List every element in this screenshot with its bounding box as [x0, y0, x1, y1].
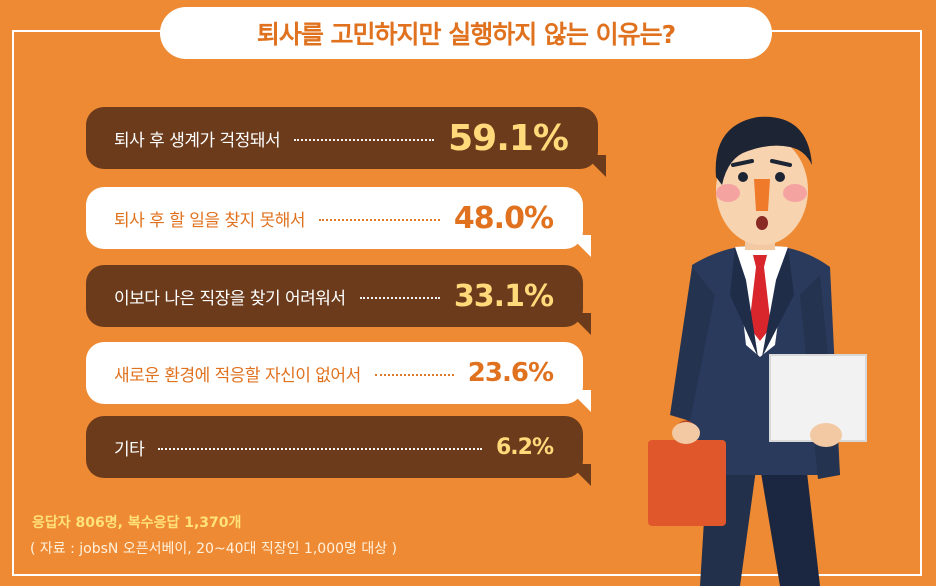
left-hand [672, 422, 700, 444]
dotted-leader [158, 448, 482, 450]
right-eyebrow [770, 159, 792, 167]
bar-value-label: 23.6% [467, 358, 554, 388]
bar-item: 이보다 나은 직장을 찾기 어려워서 33.1% [86, 265, 591, 335]
long-nose [754, 179, 770, 211]
bubble-tail [569, 390, 591, 412]
right-lapel [762, 247, 794, 357]
dotted-leader [374, 374, 454, 376]
right-eye [775, 172, 785, 182]
hair [715, 116, 812, 185]
respondents-note: 응답자 806명, 복수응답 1,370개 [32, 515, 242, 531]
bar-value-label: 33.1% [453, 278, 554, 314]
bubble-tail [569, 464, 591, 486]
bar-item: 기타 6.2% [86, 416, 591, 486]
bar-label: 새로운 환경에 적응할 자신이 없어서 [114, 365, 361, 386]
dotted-leader [319, 219, 440, 221]
left-lapel [730, 247, 758, 357]
bubble-tail [569, 313, 591, 335]
bar-label: 기타 [114, 439, 145, 460]
dotted-leader [359, 297, 440, 299]
mouth [756, 216, 768, 230]
left-eyebrow [731, 159, 754, 167]
bar-item: 퇴사 후 생계가 걱정돼서 59.1% [86, 107, 606, 177]
right-hand [810, 423, 842, 447]
businessman-illustration [648, 116, 867, 586]
briefcase [648, 440, 726, 526]
right-cheek [783, 184, 807, 202]
bar-label: 퇴사 후 할 일을 찾지 못해서 [114, 210, 306, 231]
bar-value-label: 6.2% [495, 434, 554, 460]
bubble-tail [569, 235, 591, 257]
left-arm [670, 267, 715, 421]
bar-label: 퇴사 후 생계가 걱정돼서 [114, 130, 281, 151]
tie [749, 255, 771, 341]
bar-item: 새로운 환경에 적응할 자신이 없어서 23.6% [86, 342, 591, 412]
left-cheek [716, 184, 740, 202]
bar-value-label: 48.0% [453, 200, 554, 236]
bar-item: 퇴사 후 할 일을 찾지 못해서 48.0% [86, 187, 591, 257]
bar-label: 이보다 나은 직장을 찾기 어려워서 [114, 288, 346, 309]
bubble-tail [584, 155, 606, 177]
chart-title-text: 퇴사를 고민하지만 실행하지 않는 이유는? [256, 20, 676, 49]
right-leg [758, 455, 820, 586]
left-eye [738, 172, 748, 182]
source-note: ( 자료 : jobsN 오픈서베이, 20~40대 직장인 1,000명 대상… [30, 541, 398, 557]
bar-value-label: 59.1% [448, 117, 569, 159]
dotted-leader [294, 139, 435, 141]
chart-title: 퇴사를 고민하지만 실행하지 않는 이유는? [160, 7, 772, 59]
